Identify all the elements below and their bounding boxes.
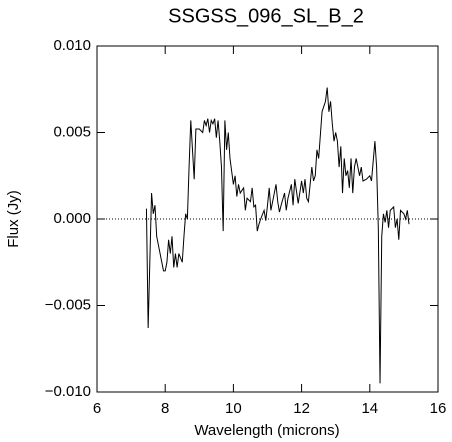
- y-axis-label: Flux (Jy): [5, 190, 22, 248]
- x-tick-label: 10: [225, 400, 242, 417]
- x-tick-label: 14: [361, 400, 378, 417]
- x-axis-label: Wavelength (microns): [194, 422, 339, 439]
- spectrum-line: [145, 87, 410, 384]
- y-tick-label: 0.000: [53, 210, 91, 227]
- x-tick-label: 12: [293, 400, 310, 417]
- y-tick-label: 0.010: [53, 37, 91, 54]
- y-tick-label: −0.005: [45, 296, 91, 313]
- x-tick-label: 16: [430, 400, 447, 417]
- chart-title: SSGSS_096_SL_B_2: [168, 5, 364, 27]
- x-tick-label: 8: [161, 400, 169, 417]
- y-tick-label: −0.010: [45, 383, 91, 400]
- x-tick-label: 6: [93, 400, 101, 417]
- y-tick-label: 0.005: [53, 123, 91, 140]
